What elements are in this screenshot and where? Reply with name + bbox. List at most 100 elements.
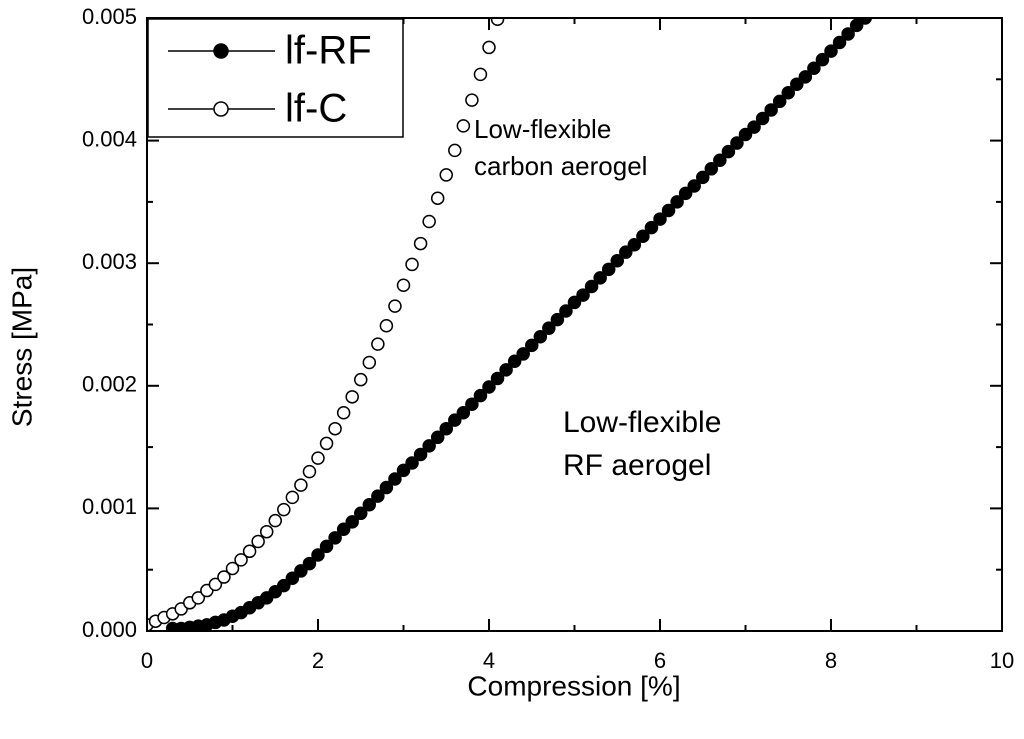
data-point — [533, 330, 548, 344]
data-point — [388, 299, 402, 313]
data-point — [345, 515, 359, 529]
data-point — [507, 354, 522, 369]
data-point — [379, 318, 394, 333]
data-point — [422, 214, 436, 229]
data-point — [516, 347, 530, 361]
data-point — [208, 577, 223, 592]
legend-label: lf-RF — [285, 29, 372, 73]
data-point — [225, 561, 240, 576]
data-point — [559, 304, 573, 318]
data-point — [302, 556, 317, 571]
data-point — [696, 170, 710, 185]
data-point — [841, 27, 855, 41]
data-point — [465, 93, 479, 107]
data-point — [465, 397, 479, 411]
data-point — [755, 111, 770, 126]
y-tick-label: 0.005 — [82, 4, 137, 29]
data-point — [217, 570, 231, 584]
data-point — [191, 591, 206, 605]
data-point — [448, 413, 462, 427]
data-point — [354, 506, 368, 521]
data-point — [456, 119, 471, 133]
data-point — [430, 430, 445, 445]
data-point — [772, 94, 787, 109]
x-tick-label: 0 — [141, 648, 153, 673]
y-tick-label: 0.003 — [82, 249, 137, 274]
data-point — [713, 153, 727, 167]
data-point — [815, 52, 830, 67]
y-tick-label: 0.000 — [82, 617, 137, 642]
data-point — [294, 564, 308, 578]
annotation: Low-flexible — [474, 114, 611, 144]
data-point — [405, 257, 419, 272]
x-tick-label: 8 — [825, 648, 837, 673]
data-point — [738, 127, 753, 142]
data-point — [482, 40, 496, 55]
data-point — [302, 464, 317, 479]
data-point — [285, 571, 300, 586]
data-point — [721, 144, 736, 159]
x-tick-label: 2 — [312, 648, 324, 673]
data-point — [490, 18, 505, 26]
legend-label: lf-C — [285, 87, 347, 131]
data-point — [542, 321, 556, 335]
data-point — [601, 262, 616, 277]
data-point — [490, 371, 505, 386]
data-point — [593, 271, 607, 285]
data-point — [277, 502, 291, 517]
data-point — [781, 86, 795, 100]
data-point — [294, 478, 308, 492]
data-point — [336, 522, 351, 536]
x-tick-label: 10 — [990, 648, 1014, 673]
data-point — [482, 380, 496, 394]
data-point — [473, 67, 488, 82]
annotation: carbon aerogel — [474, 151, 647, 181]
legend-marker — [213, 101, 229, 117]
data-point — [362, 355, 377, 370]
data-point — [439, 168, 453, 182]
data-point — [448, 143, 462, 158]
x-tick-label: 4 — [483, 648, 495, 673]
data-point — [790, 77, 804, 91]
data-point — [730, 136, 744, 150]
data-point — [251, 534, 265, 549]
data-point — [234, 553, 248, 567]
plot-frame — [146, 17, 1003, 632]
data-point — [242, 544, 257, 559]
annotation: Low-flexible — [563, 406, 721, 439]
data-point — [413, 236, 428, 251]
legend-marker — [213, 43, 229, 59]
data-point — [354, 372, 368, 387]
data-point — [670, 195, 684, 209]
data-point — [798, 70, 813, 84]
data-point — [576, 288, 590, 302]
data-point — [456, 406, 471, 420]
data-point — [525, 338, 539, 353]
data-point — [764, 103, 778, 117]
y-tick-label: 0.002 — [82, 372, 137, 397]
data-point — [396, 463, 411, 478]
data-point — [858, 18, 872, 25]
data-point — [268, 513, 282, 528]
data-point — [644, 220, 659, 235]
data-point — [379, 480, 394, 495]
data-point — [277, 578, 291, 593]
data-point — [371, 489, 385, 503]
data-point — [619, 245, 633, 259]
data-point — [396, 278, 411, 293]
data-point — [678, 186, 693, 201]
data-point — [405, 456, 419, 470]
data-point — [567, 295, 582, 310]
data-point — [311, 548, 325, 562]
data-point — [345, 390, 359, 404]
data-point — [807, 61, 821, 76]
data-point — [584, 279, 599, 294]
data-point — [473, 388, 488, 403]
data-point — [653, 212, 667, 226]
plot-data — [147, 18, 872, 631]
x-tick-label: 6 — [654, 648, 666, 673]
data-point — [319, 436, 334, 451]
data-point — [362, 497, 377, 512]
data-point — [371, 337, 385, 351]
